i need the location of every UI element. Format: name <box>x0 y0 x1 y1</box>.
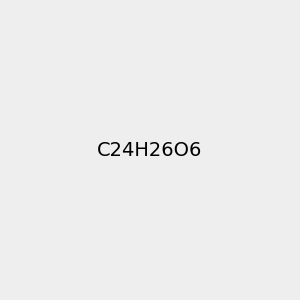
Text: C24H26O6: C24H26O6 <box>97 140 203 160</box>
